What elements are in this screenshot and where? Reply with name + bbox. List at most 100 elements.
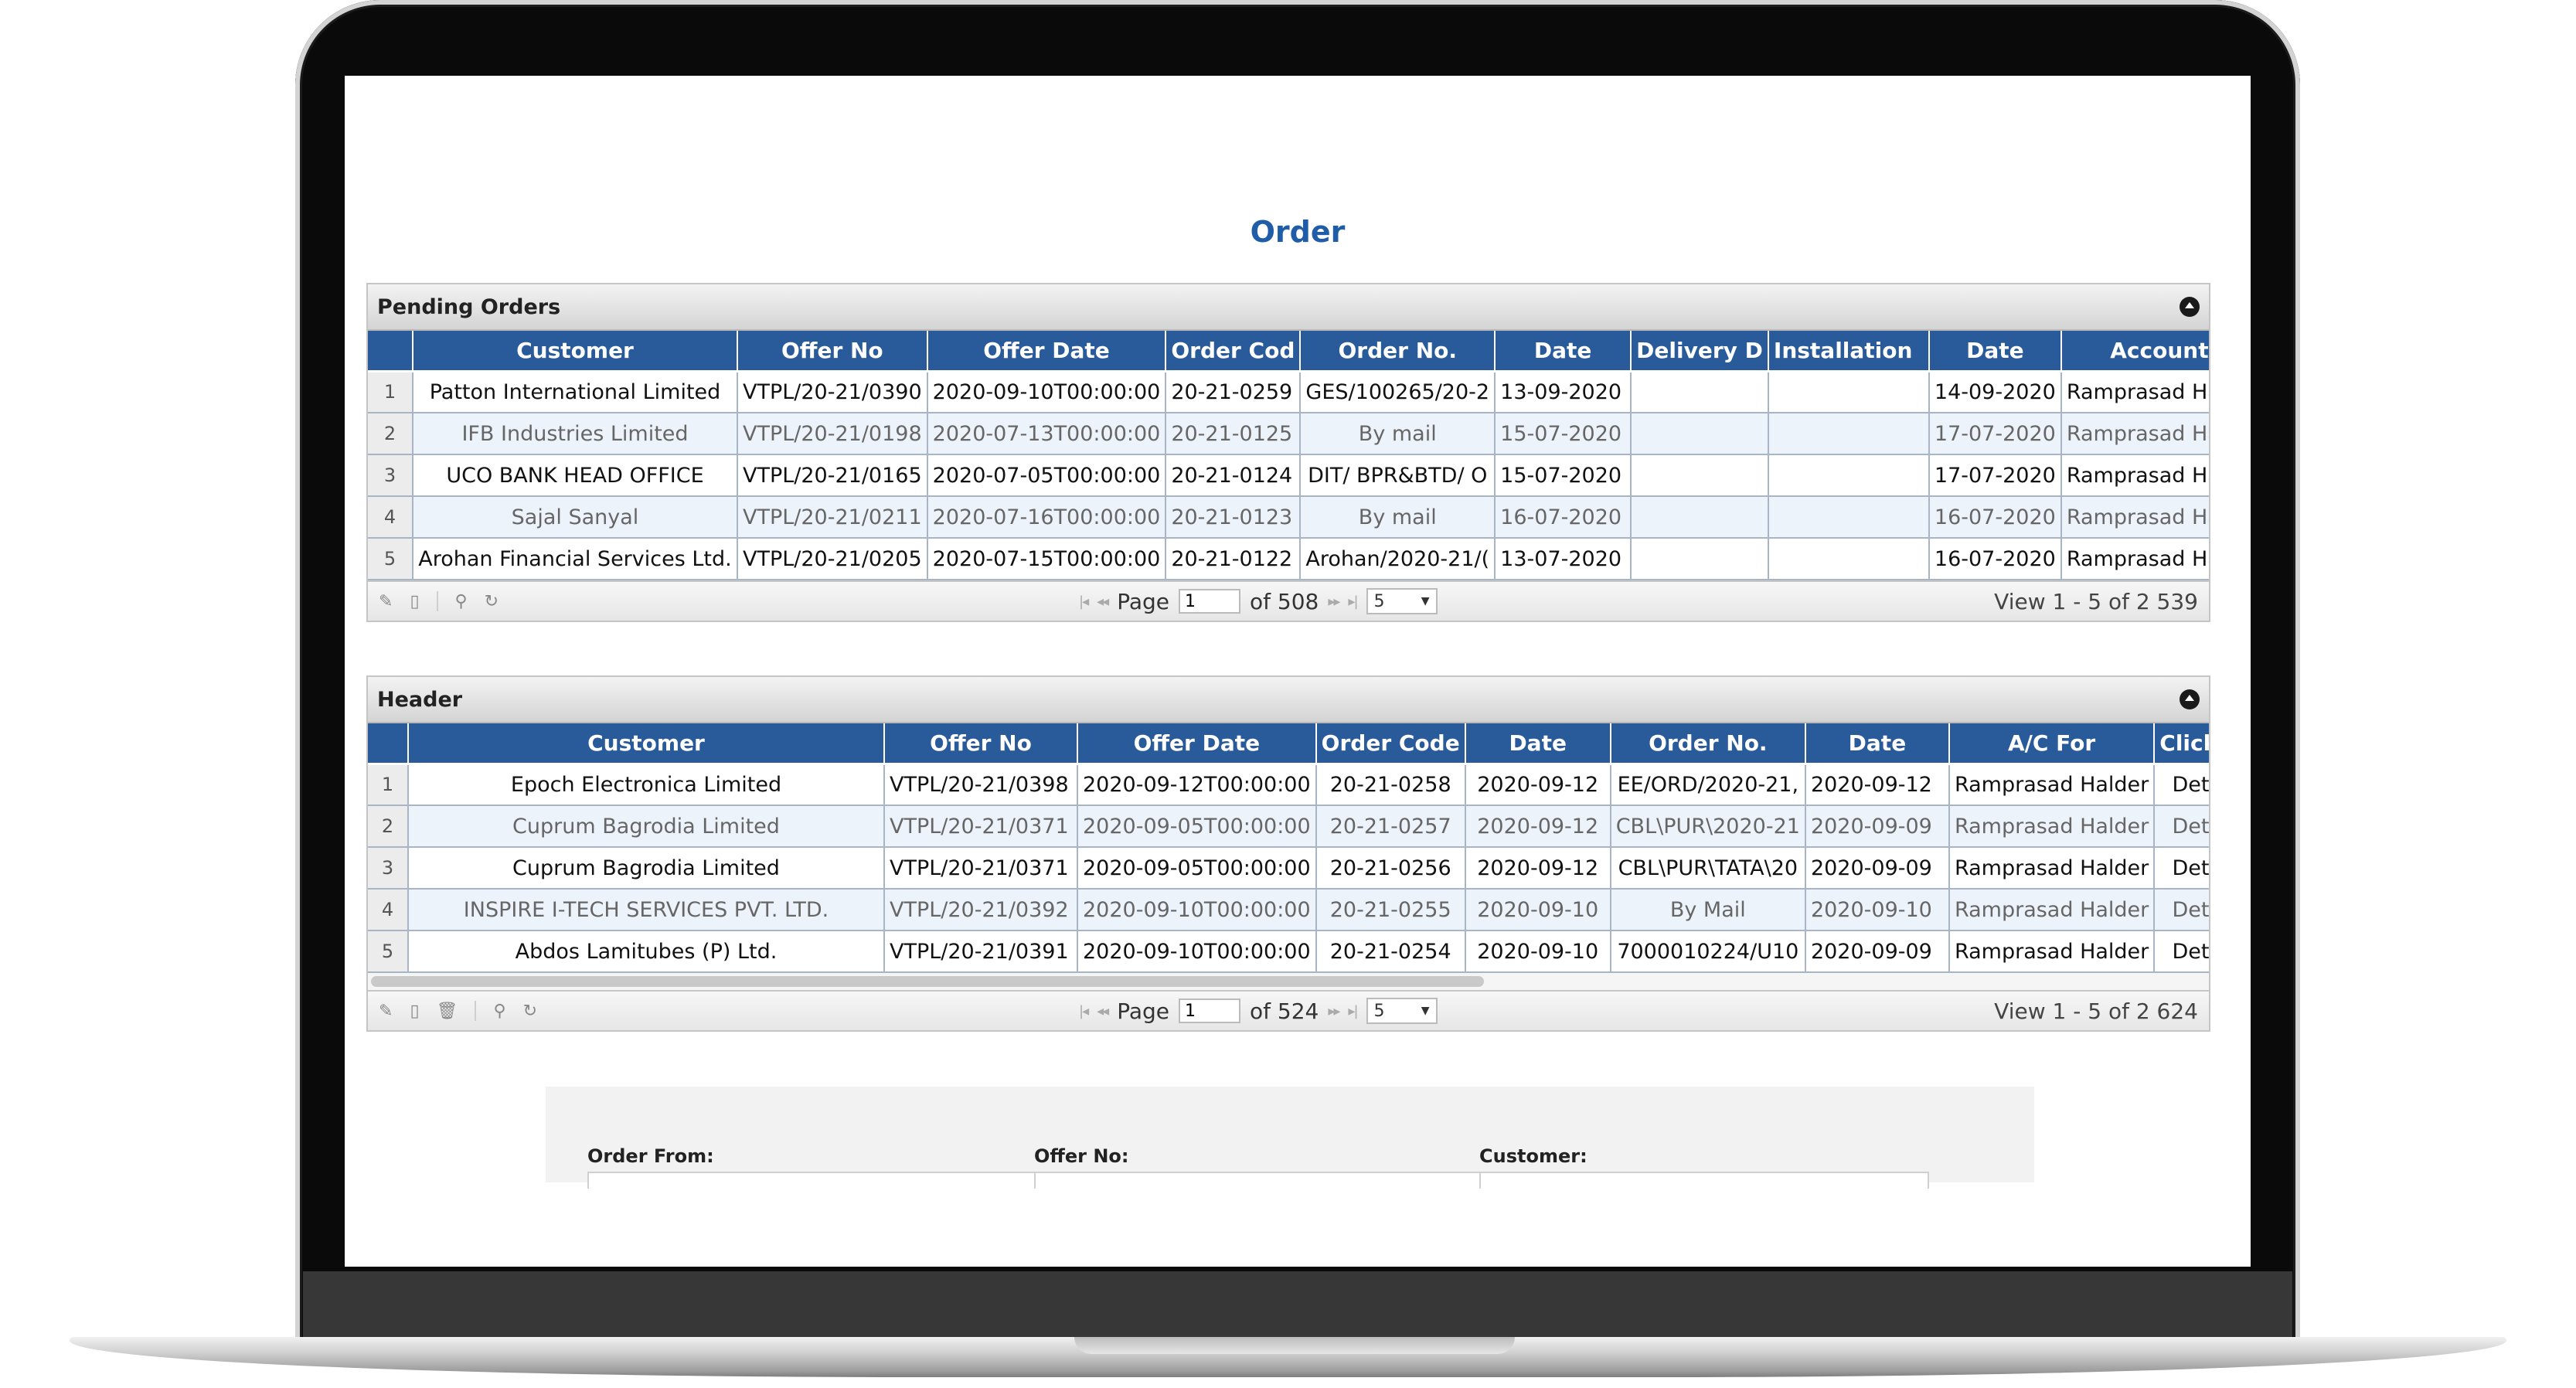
collapse-icon[interactable]	[2180, 689, 2200, 709]
table-cell: Cuprum Bagrodia Limited	[408, 805, 885, 848]
table-cell: VTPL/20-21/0165	[737, 454, 928, 497]
chevron-down-icon: ▼	[1421, 595, 1430, 607]
page-label: Page	[1117, 588, 1169, 614]
table-cell	[1631, 496, 1769, 539]
refresh-icon[interactable]: ↻	[522, 1001, 538, 1021]
magnifier-icon[interactable]: ⚲	[493, 1001, 506, 1021]
table-row[interactable]: 2 Cuprum Bagrodia Limited VTPL/20-21/0371 2…	[368, 805, 2209, 848]
table-cell: 2020-09-10	[1465, 889, 1611, 931]
first-page-icon[interactable]: |◂	[1079, 1002, 1089, 1019]
table-cell	[1631, 538, 1769, 580]
table-row[interactable]: 2 IFB Industries Limited VTPL/20-21/0198 20…	[368, 413, 2209, 455]
table-cell: 20-21-0257	[1315, 805, 1466, 848]
customer-field[interactable]	[1479, 1172, 1929, 1189]
table-cell: IFB Industries Limited	[413, 413, 738, 455]
column-header[interactable]: Date	[1465, 723, 1611, 765]
pencil-icon[interactable]: ✎	[379, 1001, 393, 1021]
column-header[interactable]: Offer No	[884, 723, 1078, 765]
table-cell: Ramprasad Halde	[2060, 371, 2209, 413]
grid-caption: Header	[368, 677, 2209, 723]
column-header[interactable]: Order No.	[1610, 723, 1806, 765]
table-cell: 2020-09-12	[1465, 847, 1611, 890]
table-cell: CBL\PUR\2020-21	[1610, 805, 1806, 848]
table-row[interactable]: 4 INSPIRE I-TECH SERVICES PVT. LTD. VTPL/2…	[368, 889, 2209, 931]
document-icon[interactable]: ▯	[410, 1001, 420, 1021]
table-cell: 16-07-2020	[1928, 538, 2062, 580]
table-cell: Details	[2154, 805, 2209, 848]
table-cell: 2020-09-09	[1805, 930, 1950, 973]
table-cell: 2020-09-10T00:00:00	[1077, 889, 1317, 931]
scrollbar-thumb[interactable]	[371, 976, 1484, 987]
column-header[interactable]: Offer Date	[927, 331, 1167, 373]
column-header[interactable]: Account	[2060, 331, 2209, 373]
offer-no-field[interactable]	[1034, 1172, 1484, 1189]
filter-panel: Order From: Offer No: Customer:	[546, 1087, 2034, 1189]
collapse-icon[interactable]	[2180, 297, 2200, 317]
table-cell: 2020-09-09	[1805, 847, 1950, 890]
screen: Order Pending Orders Customer Offer No	[345, 76, 2251, 1267]
table-cell: 2020-09-05T00:00:00	[1077, 847, 1317, 890]
page-number-input[interactable]	[1178, 589, 1240, 614]
column-header[interactable]: Delivery D	[1631, 331, 1769, 373]
table-cell: VTPL/20-21/0390	[737, 371, 928, 413]
table-cell	[1631, 454, 1769, 497]
column-header[interactable]: Date	[1805, 723, 1950, 765]
first-page-icon[interactable]: |◂	[1079, 593, 1089, 610]
table-cell: Details	[2154, 764, 2209, 806]
next-page-icon[interactable]: ▸▸	[1328, 1002, 1340, 1019]
table-row[interactable]: 1 Epoch Electronica Limited VTPL/20-21/039…	[368, 764, 2209, 806]
document-icon[interactable]: ▯	[410, 591, 420, 611]
table-row[interactable]: 3 UCO BANK HEAD OFFICE VTPL/20-21/0165 2020…	[368, 454, 2209, 497]
prev-page-icon[interactable]: ◂◂	[1097, 1002, 1109, 1019]
page-number-input[interactable]	[1178, 998, 1240, 1023]
column-header[interactable]: Order No.	[1300, 331, 1496, 373]
table-row[interactable]: 4 Sajal Sanyal VTPL/20-21/0211 2020-07-16T0…	[368, 496, 2209, 539]
trash-icon[interactable]: 🗑	[436, 1001, 458, 1021]
pending-orders-grid: Pending Orders Customer Offer No Offer D…	[366, 283, 2210, 622]
table-cell: EE/ORD/2020-21,	[1610, 764, 1806, 806]
horizontal-scrollbar[interactable]	[368, 973, 2209, 990]
column-header[interactable]: Customer	[408, 723, 885, 765]
column-header[interactable]: Date	[1495, 331, 1632, 373]
table-cell: Details	[2154, 847, 2209, 890]
table-cell: 16-07-2020	[1495, 496, 1632, 539]
column-header[interactable]: A/C For	[1948, 723, 2156, 765]
table-cell: 14-09-2020	[1928, 371, 2062, 413]
table-cell: 2020-09-10	[1805, 889, 1950, 931]
row-number-cell: 2	[368, 805, 409, 848]
column-header[interactable]: Date	[1928, 331, 2062, 373]
table-cell: 20-21-0125	[1165, 413, 1302, 455]
table-cell: 2020-09-10T00:00:00	[927, 371, 1167, 413]
column-header[interactable]: Offer Date	[1077, 723, 1317, 765]
rows-per-page-select[interactable]: 5 ▼	[1366, 588, 1438, 614]
table-row[interactable]: 5 Abdos Lamitubes (P) Ltd. VTPL/20-21/0391…	[368, 930, 2209, 973]
grid-caption-title: Pending Orders	[377, 294, 561, 319]
table-cell: 20-21-0124	[1165, 454, 1302, 497]
column-header[interactable]: Offer No	[737, 331, 928, 373]
table-cell: 2020-07-15T00:00:00	[927, 538, 1167, 580]
pencil-icon[interactable]: ✎	[379, 591, 393, 611]
table-cell: 2020-09-10T00:00:00	[1077, 930, 1317, 973]
last-page-icon[interactable]: ▸|	[1348, 1002, 1358, 1019]
order-from-field[interactable]	[587, 1172, 1037, 1189]
table-row[interactable]: 1 Patton International Limited VTPL/20-21/…	[368, 371, 2209, 413]
table-cell: 2020-09-10	[1465, 930, 1611, 973]
column-header[interactable]: Customer	[413, 331, 738, 373]
table-cell: 17-07-2020	[1928, 454, 2062, 497]
table-cell: Ramprasad Halde	[2060, 538, 2209, 580]
last-page-icon[interactable]: ▸|	[1348, 593, 1358, 610]
column-header[interactable]: Order Code	[1315, 723, 1466, 765]
magnifier-icon[interactable]: ⚲	[454, 591, 468, 611]
prev-page-icon[interactable]: ◂◂	[1097, 593, 1109, 610]
table-cell	[1768, 538, 1930, 580]
next-page-icon[interactable]: ▸▸	[1328, 593, 1340, 610]
table-cell: Ramprasad Halder	[1948, 847, 2156, 890]
column-header[interactable]: Order Cod	[1165, 331, 1302, 373]
refresh-icon[interactable]: ↻	[484, 591, 499, 611]
table-row[interactable]: 3 Cuprum Bagrodia Limited VTPL/20-21/0371 2…	[368, 847, 2209, 890]
table-row[interactable]: 5 Arohan Financial Services Ltd. VTPL/20-2…	[368, 538, 2209, 580]
column-header[interactable]: Installation	[1768, 331, 1930, 373]
rows-per-page-select[interactable]: 5 ▼	[1366, 998, 1438, 1024]
table-cell	[1768, 496, 1930, 539]
column-header[interactable]: Click Fo	[2154, 723, 2209, 765]
